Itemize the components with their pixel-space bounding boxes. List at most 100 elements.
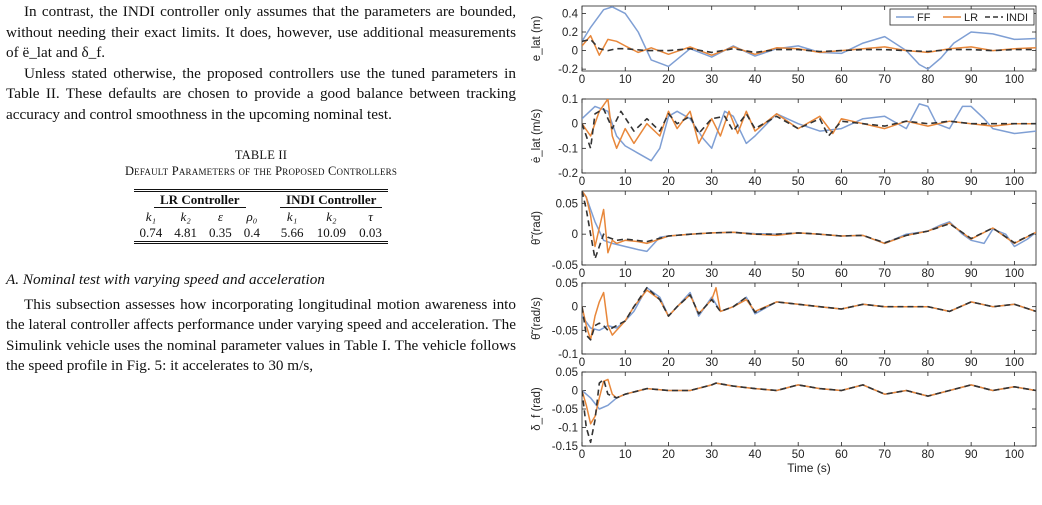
x-tick-label: 0: [579, 449, 585, 461]
legend-label-indi: INDI: [1006, 12, 1028, 24]
x-tick-label: 40: [749, 449, 762, 461]
x-tick-label: 20: [662, 176, 675, 188]
table-title: Default Parameters of the Proposed Contr…: [124, 164, 398, 178]
symbol-cell: k₁: [145, 209, 157, 224]
paragraph-defaults-text: Unless stated otherwise, the proposed co…: [6, 64, 516, 123]
indi-controller-header: INDI Controller: [266, 189, 389, 209]
value-cell: 0.74: [133, 225, 169, 244]
x-tick-label: 80: [922, 449, 935, 461]
x-tick-label: 10: [619, 268, 632, 280]
y-tick-label: 0.2: [562, 27, 578, 39]
x-tick-label: 40: [749, 176, 762, 188]
x-tick-label: 10: [619, 74, 632, 86]
y-tick-label: -0.2: [558, 64, 578, 76]
y-tick-label: -0.05: [552, 325, 578, 337]
y-tick-label: -0.1: [558, 349, 578, 361]
value-cell: 4.81: [168, 225, 204, 244]
x-tick-label: 30: [705, 176, 718, 188]
plot-area: [581, 98, 1037, 174]
x-tick-label: 100: [1005, 176, 1024, 188]
text-column: In contrast, the INDI controller only as…: [6, 2, 516, 377]
section-body-text: This subsection assesses how incorporati…: [6, 295, 516, 375]
value-cell: 10.09: [310, 225, 353, 244]
y-tick-label: -0.2: [558, 168, 578, 180]
x-tick-label: 0: [579, 268, 585, 280]
legend: FF LR INDI: [889, 8, 1035, 26]
series-line-lr: [582, 191, 1036, 254]
y-tick-label: 0: [572, 46, 578, 58]
value-cell: 0.4: [237, 225, 267, 244]
x-tick-label: 100: [1005, 357, 1024, 369]
y-axis-label: e_lat (m): [531, 16, 543, 62]
y-axis-label: θ̃̇ (rad/s): [531, 297, 543, 340]
legend-box: [889, 8, 1035, 26]
x-tick-label: 40: [749, 357, 762, 369]
x-tick-label: 50: [792, 74, 805, 86]
symbol-cell: ρ₀: [246, 209, 258, 224]
y-axis-label: δ_f (rad): [531, 387, 543, 431]
x-tick-label: 50: [792, 268, 805, 280]
x-tick-label: 90: [965, 74, 978, 86]
series-line-indi: [582, 286, 1036, 341]
plot-area: [581, 371, 1037, 447]
y-tick-label: 0.1: [562, 94, 578, 106]
x-tick-label: 20: [662, 357, 675, 369]
x-tick-label: 50: [792, 176, 805, 188]
panel-2: 0 10 20 30 40 50 60 70 80 90 100 -0.2 -0.1 0 0.1 ė_lat …: [531, 94, 1037, 188]
paragraph-indi: In contrast, the INDI controller only as…: [6, 2, 516, 64]
y-tick-label: -0.05: [552, 260, 578, 272]
y-tick-label: 0: [572, 302, 578, 314]
x-tick-label: 50: [792, 449, 805, 461]
multi-panel-chart: 0 10 20 30 40 50 60 70 80 90 100-0.200.20.4e_lat (…: [531, 5, 1037, 475]
x-tick-label: 100: [1005, 449, 1024, 461]
x-tick-label: 80: [922, 357, 935, 369]
table-caption: TABLE II Default Parameters of the Propo…: [6, 147, 516, 179]
series-line-indi: [582, 38, 1036, 54]
x-tick-label: 90: [965, 449, 978, 461]
x-tick-label: 90: [965, 357, 978, 369]
series-line-lr: [582, 99, 1036, 150]
x-tick-label: 30: [705, 449, 718, 461]
x-tick-label: 20: [662, 74, 675, 86]
x-tick-label: 60: [835, 176, 848, 188]
x-tick-label: 60: [835, 74, 848, 86]
x-tick-label: 70: [878, 357, 891, 369]
section-heading: A. Nominal test with varying speed and a…: [6, 271, 325, 288]
y-tick-label: 0.05: [556, 278, 578, 290]
y-tick-label: -0.05: [552, 404, 578, 416]
x-tick-label: 80: [922, 268, 935, 280]
value-cell: 0.35: [203, 225, 238, 244]
panel-4: 0 10 20 30 40 50 60 70 80 90 100 -0.1 -0.05 0 0.05 θ̃̇ …: [531, 278, 1037, 369]
table-row: 0.74 4.81 0.35 0.4 5.66 10.09 0.03: [133, 225, 389, 244]
x-tick-label: 60: [835, 449, 848, 461]
x-tick-label: 80: [922, 74, 935, 86]
y-tick-label: 0.05: [556, 367, 578, 379]
y-tick-label: 0: [572, 229, 578, 241]
x-tick-label: 10: [619, 176, 632, 188]
x-tick-label: 10: [619, 449, 632, 461]
section-body: This subsection assesses how incorporati…: [6, 295, 516, 377]
symbol-cell: k₂: [326, 209, 337, 224]
y-tick-label: 0: [572, 386, 578, 398]
x-tick-label: 40: [749, 268, 762, 280]
y-axis-label: ė_lat (m/s): [531, 109, 543, 163]
x-tick-label: 20: [662, 449, 675, 461]
x-tick-label: 100: [1005, 268, 1024, 280]
value-cell: 5.66: [266, 225, 311, 244]
x-tick-label: 80: [922, 176, 935, 188]
x-axis-label: Time (s): [787, 461, 831, 475]
x-tick-label: 70: [878, 268, 891, 280]
symbol-cell: τ: [368, 209, 373, 224]
y-tick-label: 0: [572, 119, 578, 131]
x-tick-label: 0: [579, 74, 585, 86]
y-tick-label: -0.1: [558, 143, 578, 155]
x-tick-label: 70: [878, 74, 891, 86]
panel-5: 0 10 20 30 40 50 60 70 80 90 100 -0.15 -0.1 -0.05 0 0.0…: [531, 367, 1037, 461]
series-line-ff: [582, 103, 1036, 162]
x-tick-label: 40: [749, 74, 762, 86]
x-tick-label: 100: [1005, 74, 1024, 86]
x-tick-label: 30: [705, 268, 718, 280]
x-tick-label: 0: [579, 176, 585, 188]
series-line-indi: [582, 378, 1036, 444]
